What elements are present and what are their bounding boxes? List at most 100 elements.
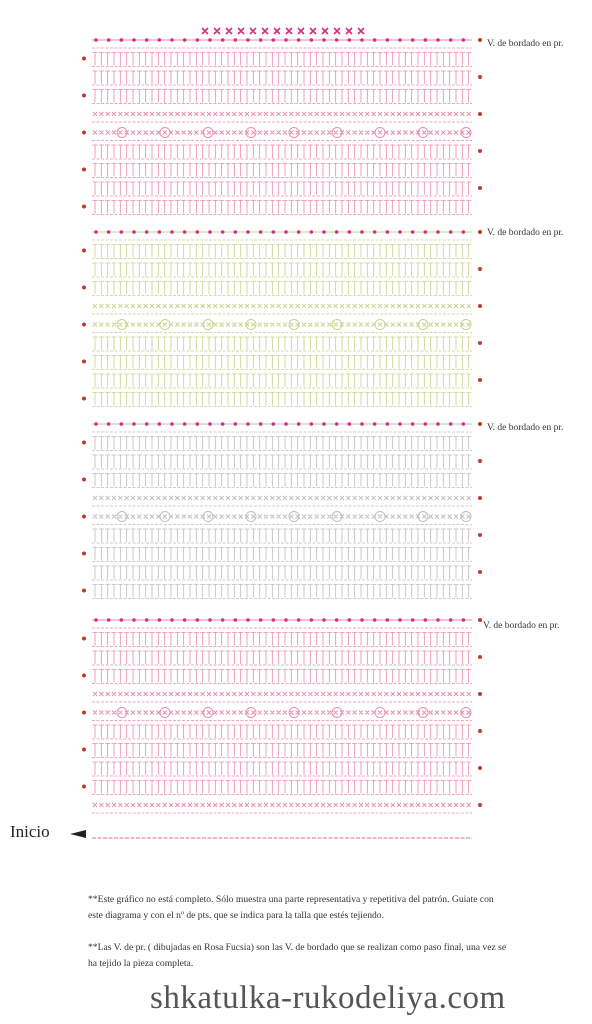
embroidery-dot [436, 618, 440, 622]
stitch-row [92, 52, 472, 66]
row-marker [478, 267, 482, 271]
embroidery-dot [372, 230, 377, 234]
row-marker [478, 230, 482, 234]
embroidery-dot [372, 618, 377, 622]
embroidery-dot [258, 422, 263, 426]
embroidery-dot [448, 618, 453, 622]
embroidery-dot [94, 618, 98, 622]
embroidery-dot [322, 618, 326, 622]
embroidery-dot [119, 38, 124, 42]
row-marker [82, 588, 86, 593]
embroidery-dot [385, 230, 390, 234]
row-marker [478, 38, 482, 42]
embroidery-dot [119, 422, 124, 426]
row-marker [478, 75, 482, 79]
row-marker [478, 422, 482, 426]
embroidery-dot [448, 422, 453, 426]
embroidery-dot [423, 230, 428, 234]
embroidery-dot [322, 38, 326, 42]
embroidery-dot [360, 618, 364, 622]
embroidery-dot [144, 618, 149, 622]
shell [159, 319, 171, 330]
row-marker [478, 112, 482, 116]
embroidery-dot [296, 422, 301, 426]
stitch-row [92, 514, 471, 519]
stitch-row [92, 70, 472, 84]
embroidery-dot [398, 422, 402, 426]
embroidery-dot [144, 230, 149, 234]
embroidery-dot [94, 422, 98, 426]
embroidery-dot [296, 38, 301, 42]
embroidery-dot [208, 618, 212, 622]
embroidery-dot [144, 38, 149, 42]
start-label: Inicio [10, 822, 50, 841]
embroidery-dot [296, 618, 301, 622]
embroidery-dot [233, 422, 238, 426]
shell [417, 127, 429, 138]
embroidery-dot [347, 230, 352, 234]
embroidery-dot [208, 230, 212, 234]
embroidery-dot [119, 230, 124, 234]
row-marker [478, 378, 482, 382]
row-marker [82, 747, 86, 752]
shell [288, 319, 300, 330]
embroidery-dot [360, 422, 364, 426]
row-label: V. de bordado en pr. [487, 228, 563, 238]
shell [374, 707, 386, 718]
row-label: V. de bordado en pr. [487, 39, 563, 49]
embroidery-dot [284, 38, 288, 42]
shell [331, 319, 343, 330]
embroidery-dot [347, 38, 352, 42]
shell [460, 707, 472, 718]
embroidery-dot [436, 422, 440, 426]
stitch-row [92, 528, 472, 542]
row-marker [478, 496, 482, 500]
stitch-row [92, 144, 472, 158]
embroidery-dot [410, 38, 415, 42]
stitch-row [92, 761, 472, 775]
stitch-row [92, 392, 472, 406]
row-marker [82, 56, 86, 61]
embroidery-dot [410, 618, 415, 622]
stitch-row [92, 780, 472, 794]
embroidery-dot [334, 230, 339, 234]
row-marker [82, 359, 86, 364]
embroidery-dot [334, 618, 339, 622]
embroidery-dot [436, 230, 440, 234]
embroidery-dot [170, 38, 174, 42]
embroidery-dot [106, 618, 111, 622]
stitch-row [92, 632, 472, 646]
embroidery-dot [195, 618, 200, 622]
embroidery-dot [233, 618, 238, 622]
embroidery-dot [132, 618, 136, 622]
embroidery-dot [360, 230, 364, 234]
shell [202, 707, 214, 718]
stitch-row [92, 111, 471, 117]
stitch-row [92, 802, 471, 808]
embroidery-dot [398, 230, 402, 234]
shell [417, 707, 429, 718]
shell [116, 127, 128, 138]
shell [116, 511, 128, 522]
embroidery-dot [157, 422, 162, 426]
embroidery-dot [271, 422, 276, 426]
shell [417, 319, 429, 330]
embroidery-dot [423, 618, 428, 622]
embroidery-dot [410, 230, 415, 234]
embroidery-dot [246, 422, 250, 426]
embroidery-dot [271, 38, 276, 42]
row-marker [478, 655, 482, 659]
embroidery-dot [157, 618, 162, 622]
stitch-row [92, 244, 472, 258]
row-marker [478, 766, 482, 770]
embroidery-dot [309, 230, 314, 234]
embroidery-dot [284, 422, 288, 426]
shell [288, 127, 300, 138]
embroidery-marks [201, 27, 365, 35]
shell [374, 511, 386, 522]
stitch-row [92, 669, 472, 683]
embroidery-dot [461, 618, 466, 622]
embroidery-dot [461, 38, 466, 42]
